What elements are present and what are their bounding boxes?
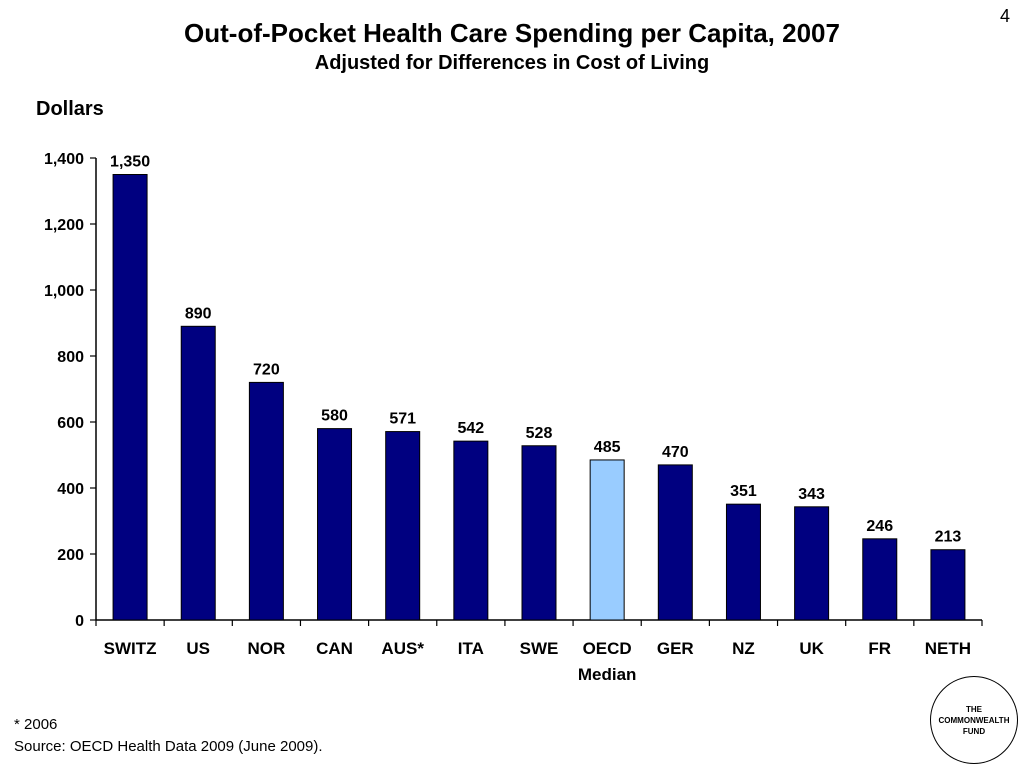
logo-line-3: FUND <box>962 726 986 736</box>
bar-switz <box>112 174 148 621</box>
y-axis-label: Dollars <box>36 98 104 120</box>
data-label: 213 <box>935 529 962 546</box>
category-label: ITA <box>458 639 484 658</box>
bar-ita <box>453 440 489 621</box>
y-tick-label: 0 <box>75 613 84 630</box>
bar-nz <box>725 503 761 621</box>
bar-chart: 0 200 400 600 800 1,000 1,200 1,400 1,350 SWITZ 89… <box>44 151 983 684</box>
chart-title: Out-of-Pocket Health Care Spending per C… <box>184 18 840 48</box>
bar-nor <box>248 381 284 621</box>
y-tick-label: 1,400 <box>44 151 84 168</box>
bar-neth <box>930 549 966 621</box>
category-label: AUS* <box>381 639 424 658</box>
source-note: Source: OECD Health Data 2009 (June 2009… <box>14 738 323 755</box>
category-label: NETH <box>925 639 971 658</box>
category-label: US <box>186 639 210 658</box>
y-tick-label: 800 <box>57 349 84 366</box>
data-label: 351 <box>730 483 757 500</box>
bar-oecd <box>589 459 625 621</box>
bar-can <box>317 428 353 621</box>
data-label: 580 <box>321 408 348 425</box>
data-label: 571 <box>389 411 416 428</box>
data-label: 890 <box>185 305 212 322</box>
category-label: UK <box>799 639 824 658</box>
y-tick-label: 600 <box>57 415 84 432</box>
bar-us <box>180 325 216 621</box>
data-label: 528 <box>526 425 553 442</box>
commonwealth-fund-logo: THE COMMONWEALTH FUND <box>930 676 1018 764</box>
bar-ger <box>657 464 693 621</box>
y-tick-label: 1,000 <box>44 283 84 300</box>
y-tick-label: 400 <box>57 481 84 498</box>
page-number: 4 <box>999 6 1010 26</box>
category-label: FR <box>868 639 891 658</box>
category-label: CAN <box>316 639 353 658</box>
data-label: 246 <box>866 518 893 535</box>
category-label: NOR <box>247 639 285 658</box>
category-label: SWE <box>520 639 559 658</box>
category-label: OECD <box>583 639 632 658</box>
data-label: 720 <box>253 361 280 378</box>
bar-swe <box>521 445 557 621</box>
bar-fr <box>862 538 898 621</box>
logo-line-1: THE <box>966 704 982 714</box>
chart-subtitle: Adjusted for Differences in Cost of Livi… <box>314 52 710 74</box>
y-tick-label: 200 <box>57 547 84 564</box>
category-label-line-2: Median <box>578 665 637 684</box>
data-label: 1,350 <box>110 154 150 171</box>
data-label: 485 <box>594 439 621 456</box>
footnote: * 2006 <box>14 716 58 733</box>
data-label: 343 <box>798 486 825 503</box>
bar-uk <box>794 506 830 621</box>
data-label: 470 <box>662 444 689 461</box>
bar-aus <box>385 431 421 621</box>
category-label: GER <box>657 639 694 658</box>
logo-line-2: COMMONWEALTH <box>938 715 1010 725</box>
y-tick-label: 1,200 <box>44 217 84 234</box>
category-label: SWITZ <box>104 639 157 658</box>
category-label: NZ <box>732 639 755 658</box>
data-label: 542 <box>457 420 484 437</box>
